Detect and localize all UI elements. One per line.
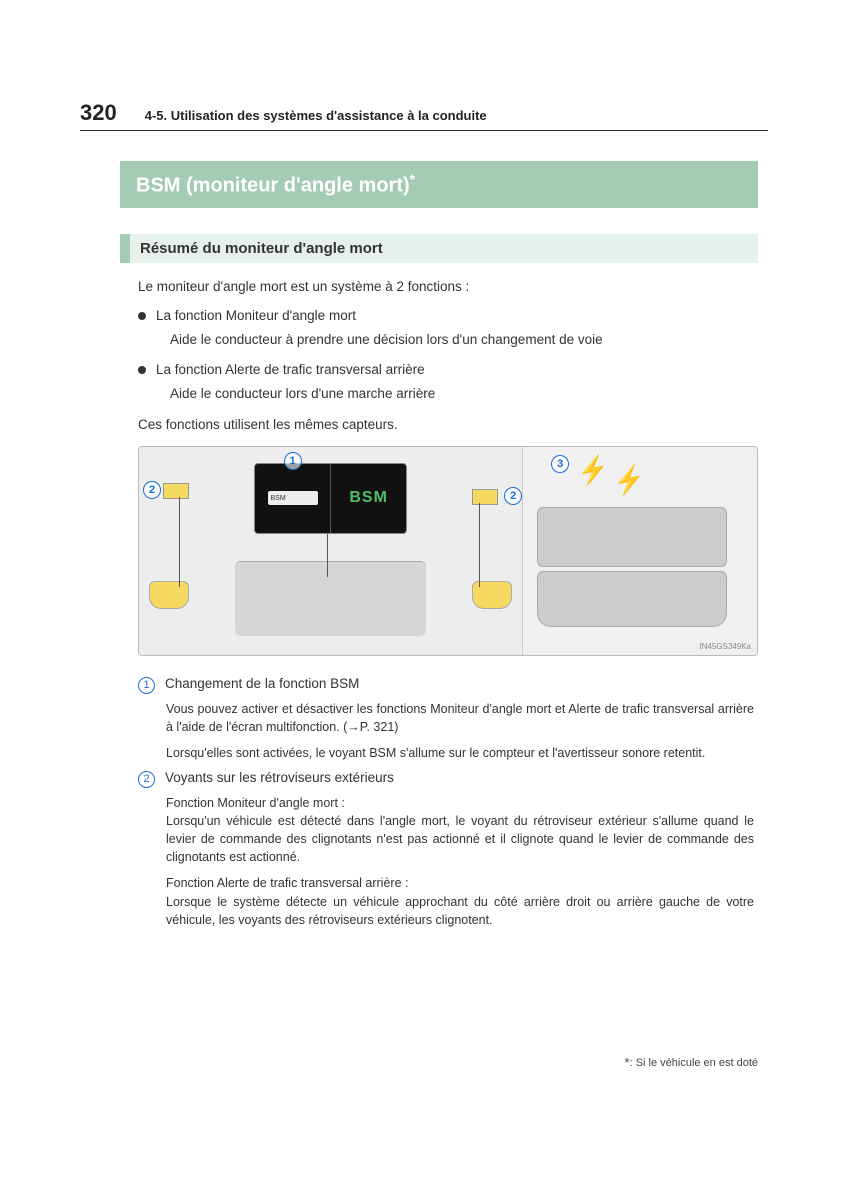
sensors-note: Ces fonctions utilisent les mêmes capteu…: [138, 415, 758, 436]
title-asterisk: *: [410, 171, 415, 187]
mirror-indicator-right-icon: [472, 489, 498, 505]
callout-two-right: 2: [504, 487, 522, 505]
side-mirror-right-icon: [472, 581, 512, 609]
bsm-switch-label: BSM: [271, 495, 286, 502]
callout-two-left: 2: [143, 481, 161, 499]
item-title-2: Voyants sur les rétroviseurs extérieurs: [165, 770, 394, 788]
rear-seat-back-icon: [537, 507, 727, 567]
buzzer-spark-icon: ⚡: [611, 462, 648, 498]
bullet-row-0: La fonction Moniteur d'angle mort: [138, 306, 758, 326]
bsm-indicator-text: BSM: [349, 489, 388, 507]
callout-one: 1: [284, 452, 302, 470]
side-mirror-left-icon: [149, 581, 189, 609]
dashboard-icon: [235, 561, 427, 636]
callout-line: [179, 497, 180, 587]
bullet-label-1: La fonction Alerte de trafic transversal…: [156, 360, 425, 380]
main-title-bar: BSM (moniteur d'angle mort)*: [120, 161, 758, 208]
bullet-icon: [138, 312, 146, 320]
item-row-1: 1 Changement de la fonction BSM: [138, 676, 758, 694]
main-title-text: BSM (moniteur d'angle mort): [136, 175, 410, 197]
callout-three: 3: [551, 455, 569, 473]
item-1-paragraph-1: Lorsqu'elles sont activées, le voyant BS…: [166, 744, 754, 762]
diagram-interior-view: 2 2 1 BSM: [139, 447, 522, 655]
intro-text: Le moniteur d'angle mort est un système …: [138, 277, 758, 298]
multifunction-screen: 1 BSM BSM: [254, 463, 407, 534]
diagram-rear-seat-view: 3 ⚡ ⚡ IN45GS349Ka: [522, 447, 757, 655]
footnote: *: Si le véhicule en est doté: [625, 1055, 758, 1070]
item-2-paragraph-0: Fonction Moniteur d'angle mort : Lorsqu'…: [166, 794, 754, 867]
chapter-title: 4-5. Utilisation des systèmes d'assistan…: [145, 108, 487, 123]
item-number-2: 2: [138, 771, 155, 788]
bullet-row-1: La fonction Alerte de trafic transversal…: [138, 360, 758, 380]
bullet-sub-0: Aide le conducteur à prendre une décisio…: [170, 330, 758, 350]
footnote-text: : Si le véhicule en est doté: [630, 1057, 758, 1069]
bullet-sub-1: Aide le conducteur lors d'une marche arr…: [170, 384, 758, 404]
callout-line: [479, 503, 480, 587]
rear-seat-cushion-icon: [537, 571, 727, 627]
item-2-paragraph-1: Fonction Alerte de trafic transversal ar…: [166, 874, 754, 928]
bullet-icon: [138, 366, 146, 374]
bsm-switch-icon: BSM: [268, 491, 318, 505]
bsm-diagram: 2 2 1 BSM: [138, 446, 758, 656]
bullet-label-0: La fonction Moniteur d'angle mort: [156, 306, 356, 326]
image-code: IN45GS349Ka: [699, 642, 751, 651]
page-number: 320: [80, 100, 117, 126]
item-1-paragraph-0: Vous pouvez activer et désactiver les fo…: [166, 700, 754, 736]
section-heading: Résumé du moniteur d'angle mort: [120, 234, 758, 263]
item-number-1: 1: [138, 677, 155, 694]
buzzer-spark-icon: ⚡: [575, 452, 612, 488]
item-row-2: 2 Voyants sur les rétroviseurs extérieur…: [138, 770, 758, 788]
page-header: 320 4-5. Utilisation des systèmes d'assi…: [80, 100, 768, 131]
item-title-1: Changement de la fonction BSM: [165, 676, 359, 694]
mirror-indicator-left-icon: [163, 483, 189, 499]
